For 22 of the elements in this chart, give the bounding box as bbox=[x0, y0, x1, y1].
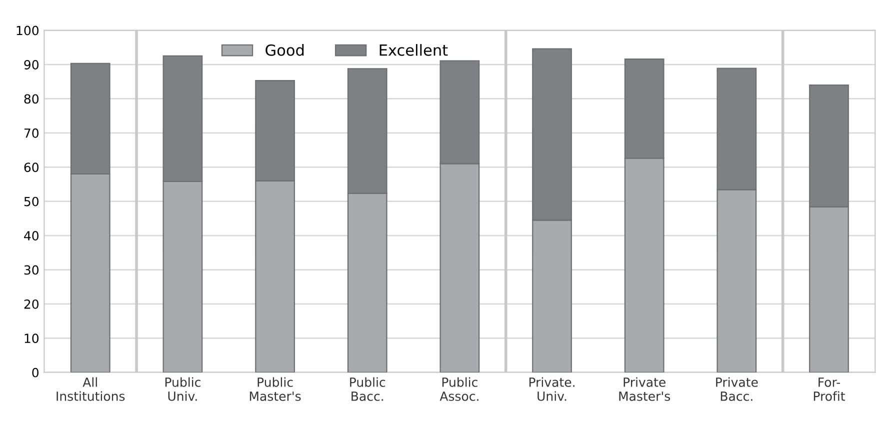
y-tick-label: 70 bbox=[24, 128, 39, 138]
legend-label: Good bbox=[266, 44, 304, 56]
y-tick-label: 40 bbox=[24, 231, 39, 240]
y-tick-label: 90 bbox=[24, 60, 39, 70]
y-tick-label: 100 bbox=[16, 26, 39, 36]
x-tick-label: Private. Univ. bbox=[529, 377, 574, 401]
legend-label: Excellent bbox=[380, 44, 448, 56]
x-tick-label: Private Master's bbox=[619, 377, 670, 401]
y-tick-label: 20 bbox=[24, 299, 39, 309]
y-tick-label: 80 bbox=[24, 94, 39, 104]
x-tick-label: Public Master's bbox=[250, 377, 301, 401]
x-tick-label: All Institutions bbox=[56, 377, 125, 401]
x-tick-label: Private Bacc. bbox=[716, 377, 758, 401]
y-tick-label: 60 bbox=[24, 162, 39, 172]
y-tick-label: 30 bbox=[24, 265, 39, 275]
y-tick-label: 0 bbox=[32, 368, 39, 378]
x-tick-label: Public Univ. bbox=[165, 377, 200, 401]
x-tick-label: For- Profit bbox=[814, 378, 845, 401]
y-tick-label: 10 bbox=[24, 334, 39, 344]
x-tick-label: Public Assoc. bbox=[440, 377, 478, 401]
y-tick-label: 50 bbox=[24, 196, 39, 206]
x-tick-label: Public Bacc. bbox=[350, 377, 386, 401]
